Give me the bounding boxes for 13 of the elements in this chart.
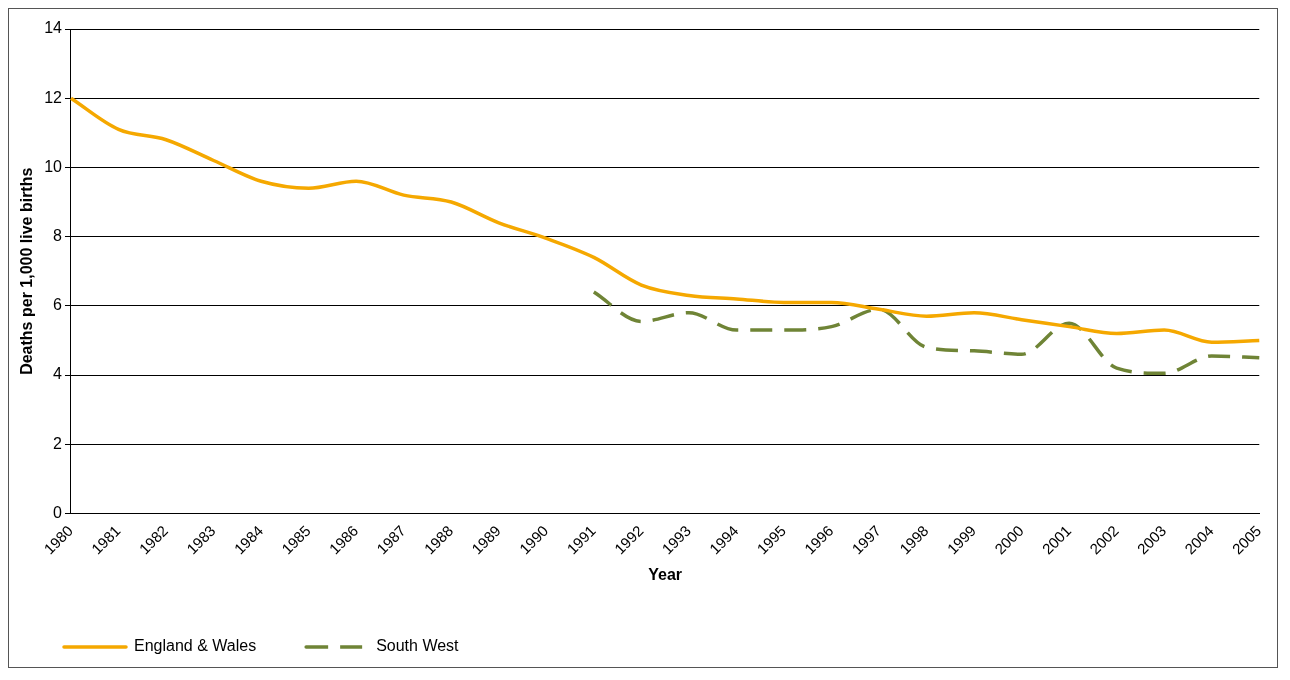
y-tick-label: 12: [44, 88, 63, 106]
y-tick-label: 0: [53, 503, 63, 521]
legend-label: England & Wales: [134, 637, 257, 655]
y-tick-label: 6: [53, 296, 63, 314]
legend-label: South West: [376, 637, 460, 655]
y-tick-label: 14: [44, 19, 63, 37]
x-axis-title: Year: [648, 565, 683, 583]
y-tick-label: 4: [53, 365, 63, 383]
line-series: [592, 290, 1262, 376]
y-axis-title: Deaths per 1,000 live births: [18, 167, 36, 375]
y-tick-label: 2: [53, 434, 63, 452]
y-tick-label: 8: [53, 227, 63, 245]
y-tick-label: 10: [44, 157, 63, 175]
